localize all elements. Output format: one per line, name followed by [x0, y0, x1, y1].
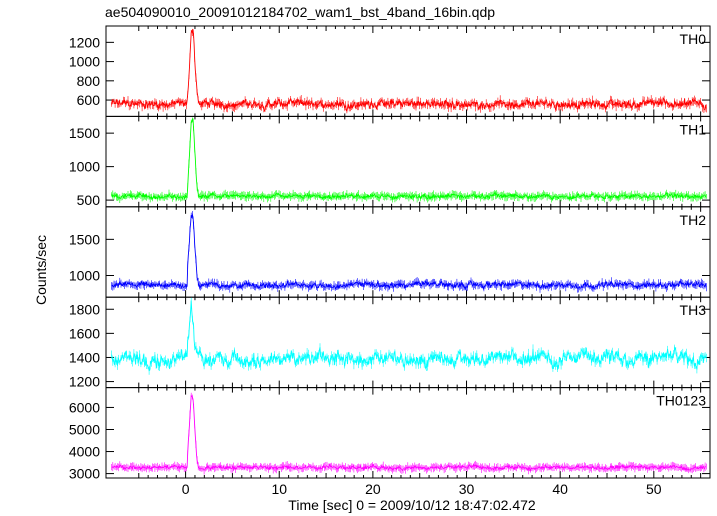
- y-tick-label-TH1-1500: 1500: [69, 125, 100, 141]
- panel-frame-TH0123: [105, 387, 711, 479]
- series-line-TH0: [111, 29, 707, 112]
- x-tick-label-10: 10: [271, 481, 287, 497]
- x-tick-label-30: 30: [459, 481, 475, 497]
- series-errorbars-TH1: [111, 117, 707, 203]
- y-tick-label-TH0123-6000: 6000: [69, 399, 100, 415]
- series-errorbars-TH0123: [111, 392, 707, 475]
- series-errorbars-TH2: [111, 211, 707, 293]
- y-tick-label-TH3-1400: 1400: [69, 349, 100, 365]
- series-line-TH0123: [111, 394, 707, 472]
- x-tick-label-40: 40: [552, 481, 568, 497]
- x-tick-label-50: 50: [646, 481, 662, 497]
- series-label-TH3: TH3: [680, 302, 707, 318]
- y-tick-label-TH2-1500: 1500: [69, 231, 100, 247]
- y-tick-label-TH0123-5000: 5000: [69, 421, 100, 437]
- y-tick-label-TH0123-4000: 4000: [69, 444, 100, 460]
- y-tick-label-TH0-1000: 1000: [69, 54, 100, 70]
- x-tick-label-20: 20: [365, 481, 381, 497]
- y-tick-label-TH1-500: 500: [77, 192, 101, 208]
- y-tick-label-TH3-1800: 1800: [69, 301, 100, 317]
- y-tick-label-TH0-600: 600: [77, 92, 101, 108]
- series-errorbars-TH3: [111, 297, 707, 375]
- y-tick-label-TH0123-3000: 3000: [69, 466, 100, 482]
- y-tick-label-TH0-1200: 1200: [69, 34, 100, 50]
- series-line-TH2: [111, 213, 707, 291]
- series-label-TH0: TH0: [680, 31, 707, 47]
- x-axis-label: Time [sec] 0 = 2009/10/12 18:47:02.472: [288, 497, 536, 513]
- y-tick-label-TH2-1000: 1000: [69, 268, 100, 284]
- series-line-TH3: [111, 300, 707, 372]
- series-label-TH1: TH1: [680, 121, 707, 137]
- y-tick-label-TH1-1000: 1000: [69, 159, 100, 175]
- y-axis-label: Counts/sec: [33, 235, 49, 305]
- y-tick-label-TH0-800: 800: [77, 73, 101, 89]
- x-tick-label-0: 0: [182, 481, 190, 497]
- series-line-TH1: [111, 118, 707, 202]
- y-tick-label-TH3-1600: 1600: [69, 325, 100, 341]
- series-errorbars-TH0: [111, 28, 707, 114]
- y-tick-label-TH3-1200: 1200: [69, 374, 100, 390]
- chart-title: ae504090010_20091012184702_wam1_bst_4ban…: [105, 4, 495, 20]
- series-label-TH2: TH2: [680, 212, 707, 228]
- panel-frame-TH3: [105, 296, 711, 389]
- series-label-TH0123: TH0123: [656, 393, 706, 409]
